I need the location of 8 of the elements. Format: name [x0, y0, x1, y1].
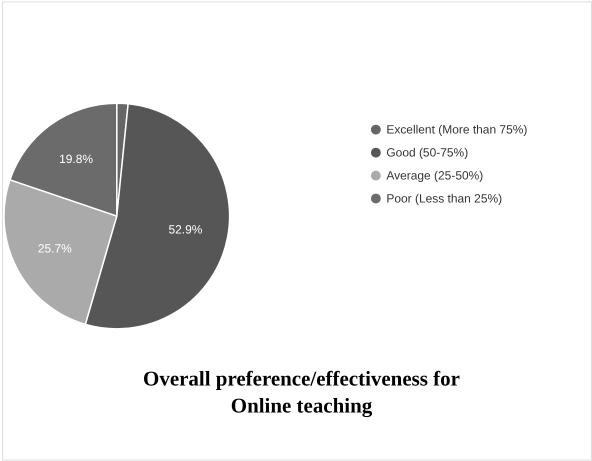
data-label: 19.8%: [59, 152, 94, 166]
text: Overall preference/effectiveness for Online teaching: [143, 366, 460, 418]
legend-label: Poor (Less than 25%): [386, 192, 502, 206]
data-label: 25.7%: [38, 241, 72, 256]
legend-label: Average (25-50%): [386, 168, 484, 183]
data-label: 52.9%: [168, 222, 203, 236]
legend-label: Excellent (More than 75%): [386, 122, 528, 137]
legend-label: Good (50-75%): [386, 146, 468, 160]
